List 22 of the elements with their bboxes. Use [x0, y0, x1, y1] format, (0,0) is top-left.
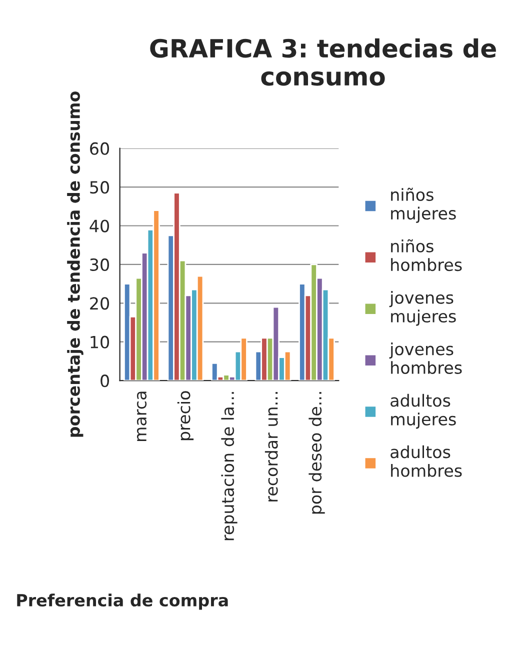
- y-axis-title: porcentaje de tendencia de consumo: [67, 91, 84, 437]
- x-tick-label: precio: [177, 391, 194, 440]
- legend-label: niños hombres: [391, 239, 462, 272]
- x-tick-label: por deseo de...: [308, 392, 325, 514]
- y-tick-label: 30: [90, 258, 109, 272]
- y-tick-label: 60: [90, 142, 109, 155]
- legend-label: niños mujeres: [391, 188, 456, 223]
- x-tick-label: reputacion de la...: [221, 392, 238, 540]
- x-tick-label: marca: [136, 392, 147, 442]
- x-axis-title: Preferencia de compra: [17, 594, 228, 610]
- legend-label: adultos hombres: [390, 445, 462, 477]
- chart-title: GRAFICA 3: tendecias de consumo: [150, 38, 496, 86]
- x-tick-label: recordar un...: [264, 392, 278, 502]
- legend-label: adultos mujeres: [390, 394, 456, 429]
- legend-label: jovenes mujeres: [389, 290, 456, 326]
- y-tick-label: 50: [90, 181, 109, 194]
- y-tick-label: 0: [100, 374, 109, 388]
- legend-label: jovenes hombres: [389, 342, 462, 374]
- y-tick-label: 20: [90, 297, 109, 310]
- y-tick-label: 10: [90, 336, 109, 348]
- bar: [211, 362, 218, 381]
- y-tick-label: 40: [90, 220, 109, 232]
